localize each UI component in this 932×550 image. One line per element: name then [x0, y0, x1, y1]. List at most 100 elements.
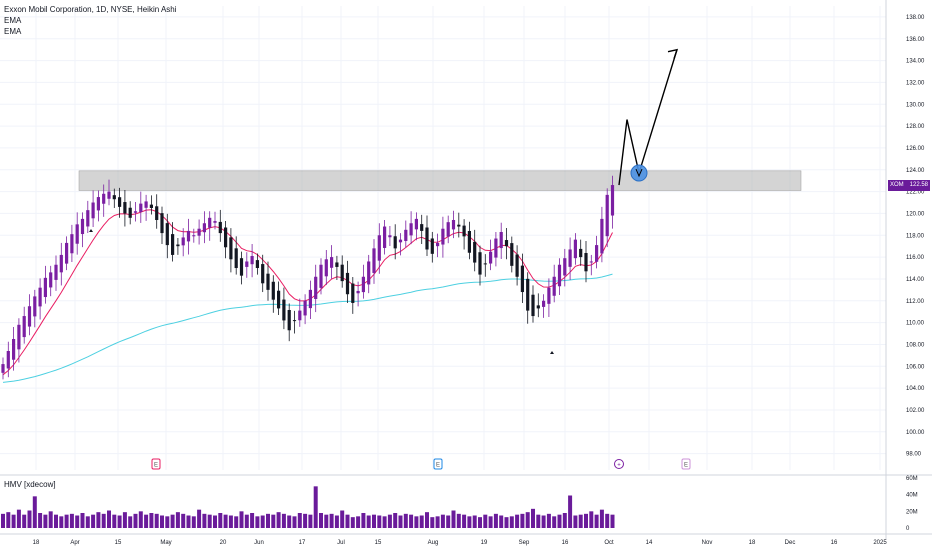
volume-bar — [197, 509, 202, 528]
time-tick-label: Jun — [254, 540, 264, 546]
volume-bar — [594, 514, 599, 528]
ema-label-1[interactable]: EMA — [4, 16, 22, 25]
candle-body — [165, 223, 169, 246]
earnings-marker[interactable] — [151, 458, 161, 470]
price-tag-symbol: XOM — [890, 182, 904, 188]
volume-tick-label: 20M — [906, 509, 918, 515]
time-tick-label: Nov — [702, 540, 713, 546]
volume-bar — [122, 512, 127, 528]
candle-body — [473, 241, 477, 263]
time-axis[interactable]: 18 Apr 15 May 20 Jun 17 Jul 15 Aug 19 Sep 16 Oct 14 Nov… — [33, 540, 888, 546]
candle-body — [171, 234, 175, 255]
earnings-marker[interactable] — [681, 458, 691, 470]
candle-body — [12, 338, 16, 360]
volume-bar — [398, 515, 403, 528]
volume-bar — [107, 510, 111, 528]
volume-bar — [366, 515, 371, 528]
dividend-marker[interactable] — [614, 459, 624, 469]
candle-body — [345, 272, 350, 295]
candle-body — [255, 260, 259, 269]
volume-bar — [499, 515, 504, 528]
volume-bar — [319, 513, 323, 528]
candle-body — [218, 221, 222, 234]
volume-bar — [133, 513, 138, 528]
candle-body — [610, 185, 615, 216]
candle-body — [531, 294, 535, 317]
volume-bar — [509, 516, 514, 528]
candles — [1, 175, 615, 380]
time-tick-label: May — [160, 540, 171, 546]
price-tick-label: 102.00 — [906, 408, 925, 414]
candle-body — [388, 235, 392, 238]
price-tick-label: 134.00 — [906, 59, 925, 65]
candle-body — [542, 300, 546, 307]
candle-body — [208, 217, 212, 228]
candle-body — [478, 252, 482, 275]
candle-body — [319, 264, 323, 288]
candle-body — [584, 253, 588, 272]
candle-body — [526, 278, 530, 311]
ema-label-2[interactable]: EMA — [4, 27, 22, 36]
volume-bar — [271, 514, 276, 528]
volume-tick-label: 40M — [906, 493, 918, 499]
candle-body — [589, 261, 593, 263]
volume-bar — [234, 516, 239, 528]
price-axis[interactable]: 138.00 136.00 134.00 132.00 130.00 128.00 126.… — [885, 0, 925, 540]
candle-body — [160, 213, 164, 234]
candle-body — [149, 204, 153, 208]
candle-body — [38, 287, 42, 307]
candle-body — [202, 223, 206, 233]
grid-lines — [0, 6, 886, 470]
candle-body — [22, 316, 26, 338]
volume-bar — [536, 514, 541, 528]
volume-bar — [546, 513, 551, 528]
time-tick-label: 20 — [220, 540, 227, 546]
candle-body — [446, 222, 450, 237]
volume-bar — [117, 515, 122, 528]
volume-bar — [478, 517, 482, 528]
candle-body — [181, 237, 185, 246]
candle-body — [277, 290, 281, 309]
volume-pane-label[interactable]: HMV [xdecow] — [4, 480, 56, 489]
volume-bar — [568, 495, 573, 528]
candle-body — [420, 224, 424, 231]
volume-bar — [32, 496, 37, 528]
price-tick-label: 112.00 — [906, 299, 925, 305]
volume-bar — [43, 514, 48, 528]
volume-bar — [324, 514, 329, 528]
time-tick-label: Oct — [604, 540, 614, 546]
candle-body — [393, 236, 397, 249]
candle-body — [86, 210, 90, 227]
time-tick-label: Dec — [785, 540, 796, 546]
candle-body — [409, 223, 413, 236]
volume-bar — [356, 516, 361, 528]
volume-bar — [589, 511, 594, 528]
volume-bar — [228, 515, 233, 528]
volume-bar — [483, 514, 488, 528]
volume-bar — [69, 513, 74, 528]
volume-bar — [191, 516, 196, 528]
projection-arrowhead — [667, 48, 679, 59]
price-tick-label: 128.00 — [906, 124, 925, 130]
volume-bar — [552, 516, 557, 528]
price-tick-label: 124.00 — [906, 168, 925, 174]
low-triangle-marker — [550, 351, 554, 354]
volume-bar — [562, 513, 567, 528]
chart-title: Exxon Mobil Corporation, 1D, NYSE, Heiki… — [4, 5, 177, 14]
candle-body — [107, 191, 111, 199]
candle-body — [520, 265, 524, 293]
candle-body — [96, 197, 100, 211]
candle-body — [144, 201, 148, 208]
time-tick-label: 16 — [562, 540, 569, 546]
ema-slow-line — [2, 273, 613, 383]
volume-bar — [80, 513, 85, 528]
candle-body — [494, 238, 498, 258]
earnings-marker[interactable] — [433, 458, 443, 470]
volume-bar — [202, 513, 207, 528]
time-tick-label: 2025 — [873, 540, 887, 546]
candle-body — [340, 264, 344, 282]
volume-bar — [515, 514, 520, 528]
candle-body — [224, 227, 228, 248]
volume-bar — [584, 513, 588, 528]
